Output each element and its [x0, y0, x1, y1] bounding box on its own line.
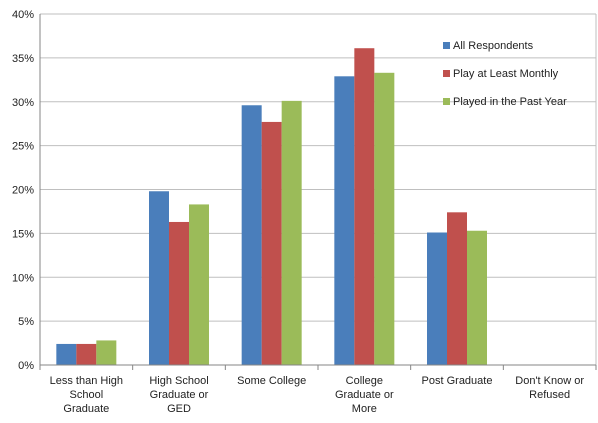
bars: [56, 48, 487, 366]
x-tick-label: Post Graduate: [422, 375, 493, 387]
y-tick-label: 0%: [18, 360, 34, 372]
legend: All Respondents Play at Least Monthly Play…: [443, 40, 567, 108]
bar: [427, 232, 447, 365]
y-tick-label: 35%: [12, 53, 34, 65]
x-tick-label: High School Graduate or GED: [149, 375, 208, 415]
y-tick-label: 40%: [12, 9, 34, 21]
bar: [261, 121, 282, 366]
bar: [354, 48, 375, 365]
legend-label: All Respondents: [453, 40, 534, 52]
x-tick-label: College Graduate or More: [335, 375, 394, 415]
y-tick-label: 20%: [12, 185, 34, 197]
y-tick-label: 5%: [18, 316, 34, 328]
y-axis: 0% 5% 10% 15% 20% 25% 30% 35% 40%: [12, 9, 41, 372]
y-tick-label: 25%: [12, 141, 34, 153]
bar: [467, 230, 487, 365]
gridlines: [40, 13, 597, 365]
x-axis: Less than High School Graduate High School G…: [39, 364, 597, 415]
x-tick-label: Less than High School Graduate: [50, 375, 123, 415]
x-tick-label: Don't Know or Refused: [515, 375, 584, 401]
legend-swatch: [443, 70, 450, 77]
y-tick-label: 10%: [12, 272, 34, 284]
bar: [334, 76, 355, 366]
legend-label: Played in the Past Year: [453, 96, 567, 108]
legend-label: Play at Least Monthly: [453, 68, 559, 80]
y-tick-label: 15%: [12, 228, 34, 240]
bar: [169, 221, 189, 365]
bar: [241, 105, 262, 365]
bar: [96, 340, 117, 365]
legend-swatch: [443, 42, 450, 49]
bar: [374, 72, 395, 365]
legend-swatch: [443, 98, 450, 105]
x-tick-label: Some College: [237, 375, 306, 387]
y-tick-label: 30%: [12, 97, 34, 109]
bar: [189, 204, 209, 365]
bar: [56, 343, 77, 365]
bar: [76, 343, 97, 365]
bar: [281, 100, 302, 365]
bar: [447, 212, 467, 365]
bar: [149, 191, 169, 365]
